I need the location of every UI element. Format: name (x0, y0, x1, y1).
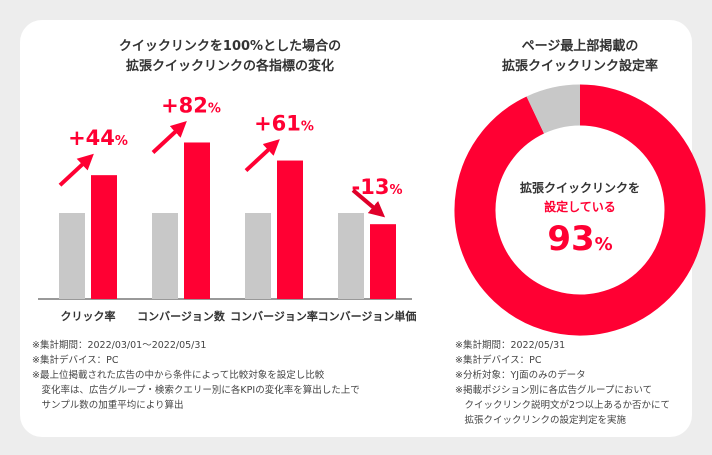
data-label: +61% (254, 112, 314, 136)
arrow-down-icon (351, 188, 386, 218)
donut-center-line1: 拡張クイックリンクを (520, 180, 640, 195)
bar-extended (91, 175, 117, 299)
category-label: コンバージョン数 (137, 309, 226, 323)
bar-extended (370, 224, 396, 299)
title-line: ページ最上部掲載の (521, 39, 639, 54)
category-label: コンバージョン率 (230, 309, 318, 323)
note-line: サンプル数の加重平均により算出 (32, 400, 184, 411)
arrow-up-icon (244, 139, 280, 173)
right-notes: ※集計期間：2022/05/31 ※集計デバイス：PC ※分析対象：YJ面のみのデー… (455, 338, 670, 428)
note-line: クイックリンク説明文が2つ以上あるか否かにて (455, 400, 671, 411)
donut-slice-unset (526, 84, 581, 134)
data-label: +82% (161, 93, 221, 117)
category-label: クリック率 (61, 309, 116, 323)
donut-title: ページ最上部掲載の 拡張クイックリンク設定率 (455, 37, 705, 77)
bar-baseline (245, 213, 271, 299)
note-line: ※分析対象：YJ面のみのデータ (455, 370, 586, 381)
note-line: ※集計期間：2022/03/01～2022/05/31 (32, 340, 207, 351)
title-line: クイックリンクを100%とした場合の (118, 39, 342, 54)
left-notes: ※集計期間：2022/03/01～2022/05/31 ※集計デバイス：PC ※最上… (32, 338, 360, 413)
value-unit: % (595, 234, 613, 255)
category-label: コンバージョン単価 (318, 309, 417, 323)
donut-slice-set (454, 84, 706, 336)
value-number: 93 (547, 219, 594, 259)
bar-baseline (59, 213, 85, 299)
note-line: 変化率は、広告グループ・検索クエリー別に各KPIの変化率を算出した上で (32, 385, 360, 396)
bar-baseline (338, 213, 364, 299)
bar-extended (277, 160, 303, 299)
note-line: ※掲載ポジション別に各広告グループにおいて (455, 385, 653, 396)
title-line: 拡張クイックリンク設定率 (501, 59, 658, 74)
bar-extended (184, 142, 210, 299)
note-line: ※集計デバイス：PC (32, 355, 119, 366)
title-line: 拡張クイックリンクの各指標の変化 (125, 59, 334, 74)
data-label: +44% (68, 126, 128, 150)
donut-center-line2: 設定している (544, 199, 616, 214)
note-line: ※最上位掲載された広告の中から条件によって比較対象を設定し比較 (32, 370, 325, 381)
bar-chart-title: クイックリンクを100%とした場合の 拡張クイックリンクの各指標の変化 (40, 37, 420, 77)
note-line: ※集計デバイス：PC (455, 355, 542, 366)
donut-center-value: 93% (547, 219, 612, 259)
note-line: 拡張クイックリンクの設定判定を実施 (455, 415, 627, 426)
arrow-up-icon (151, 121, 187, 154)
note-line: ※集計期間：2022/05/31 (455, 340, 566, 351)
arrow-up-icon (58, 153, 94, 187)
bar-baseline (152, 213, 178, 299)
